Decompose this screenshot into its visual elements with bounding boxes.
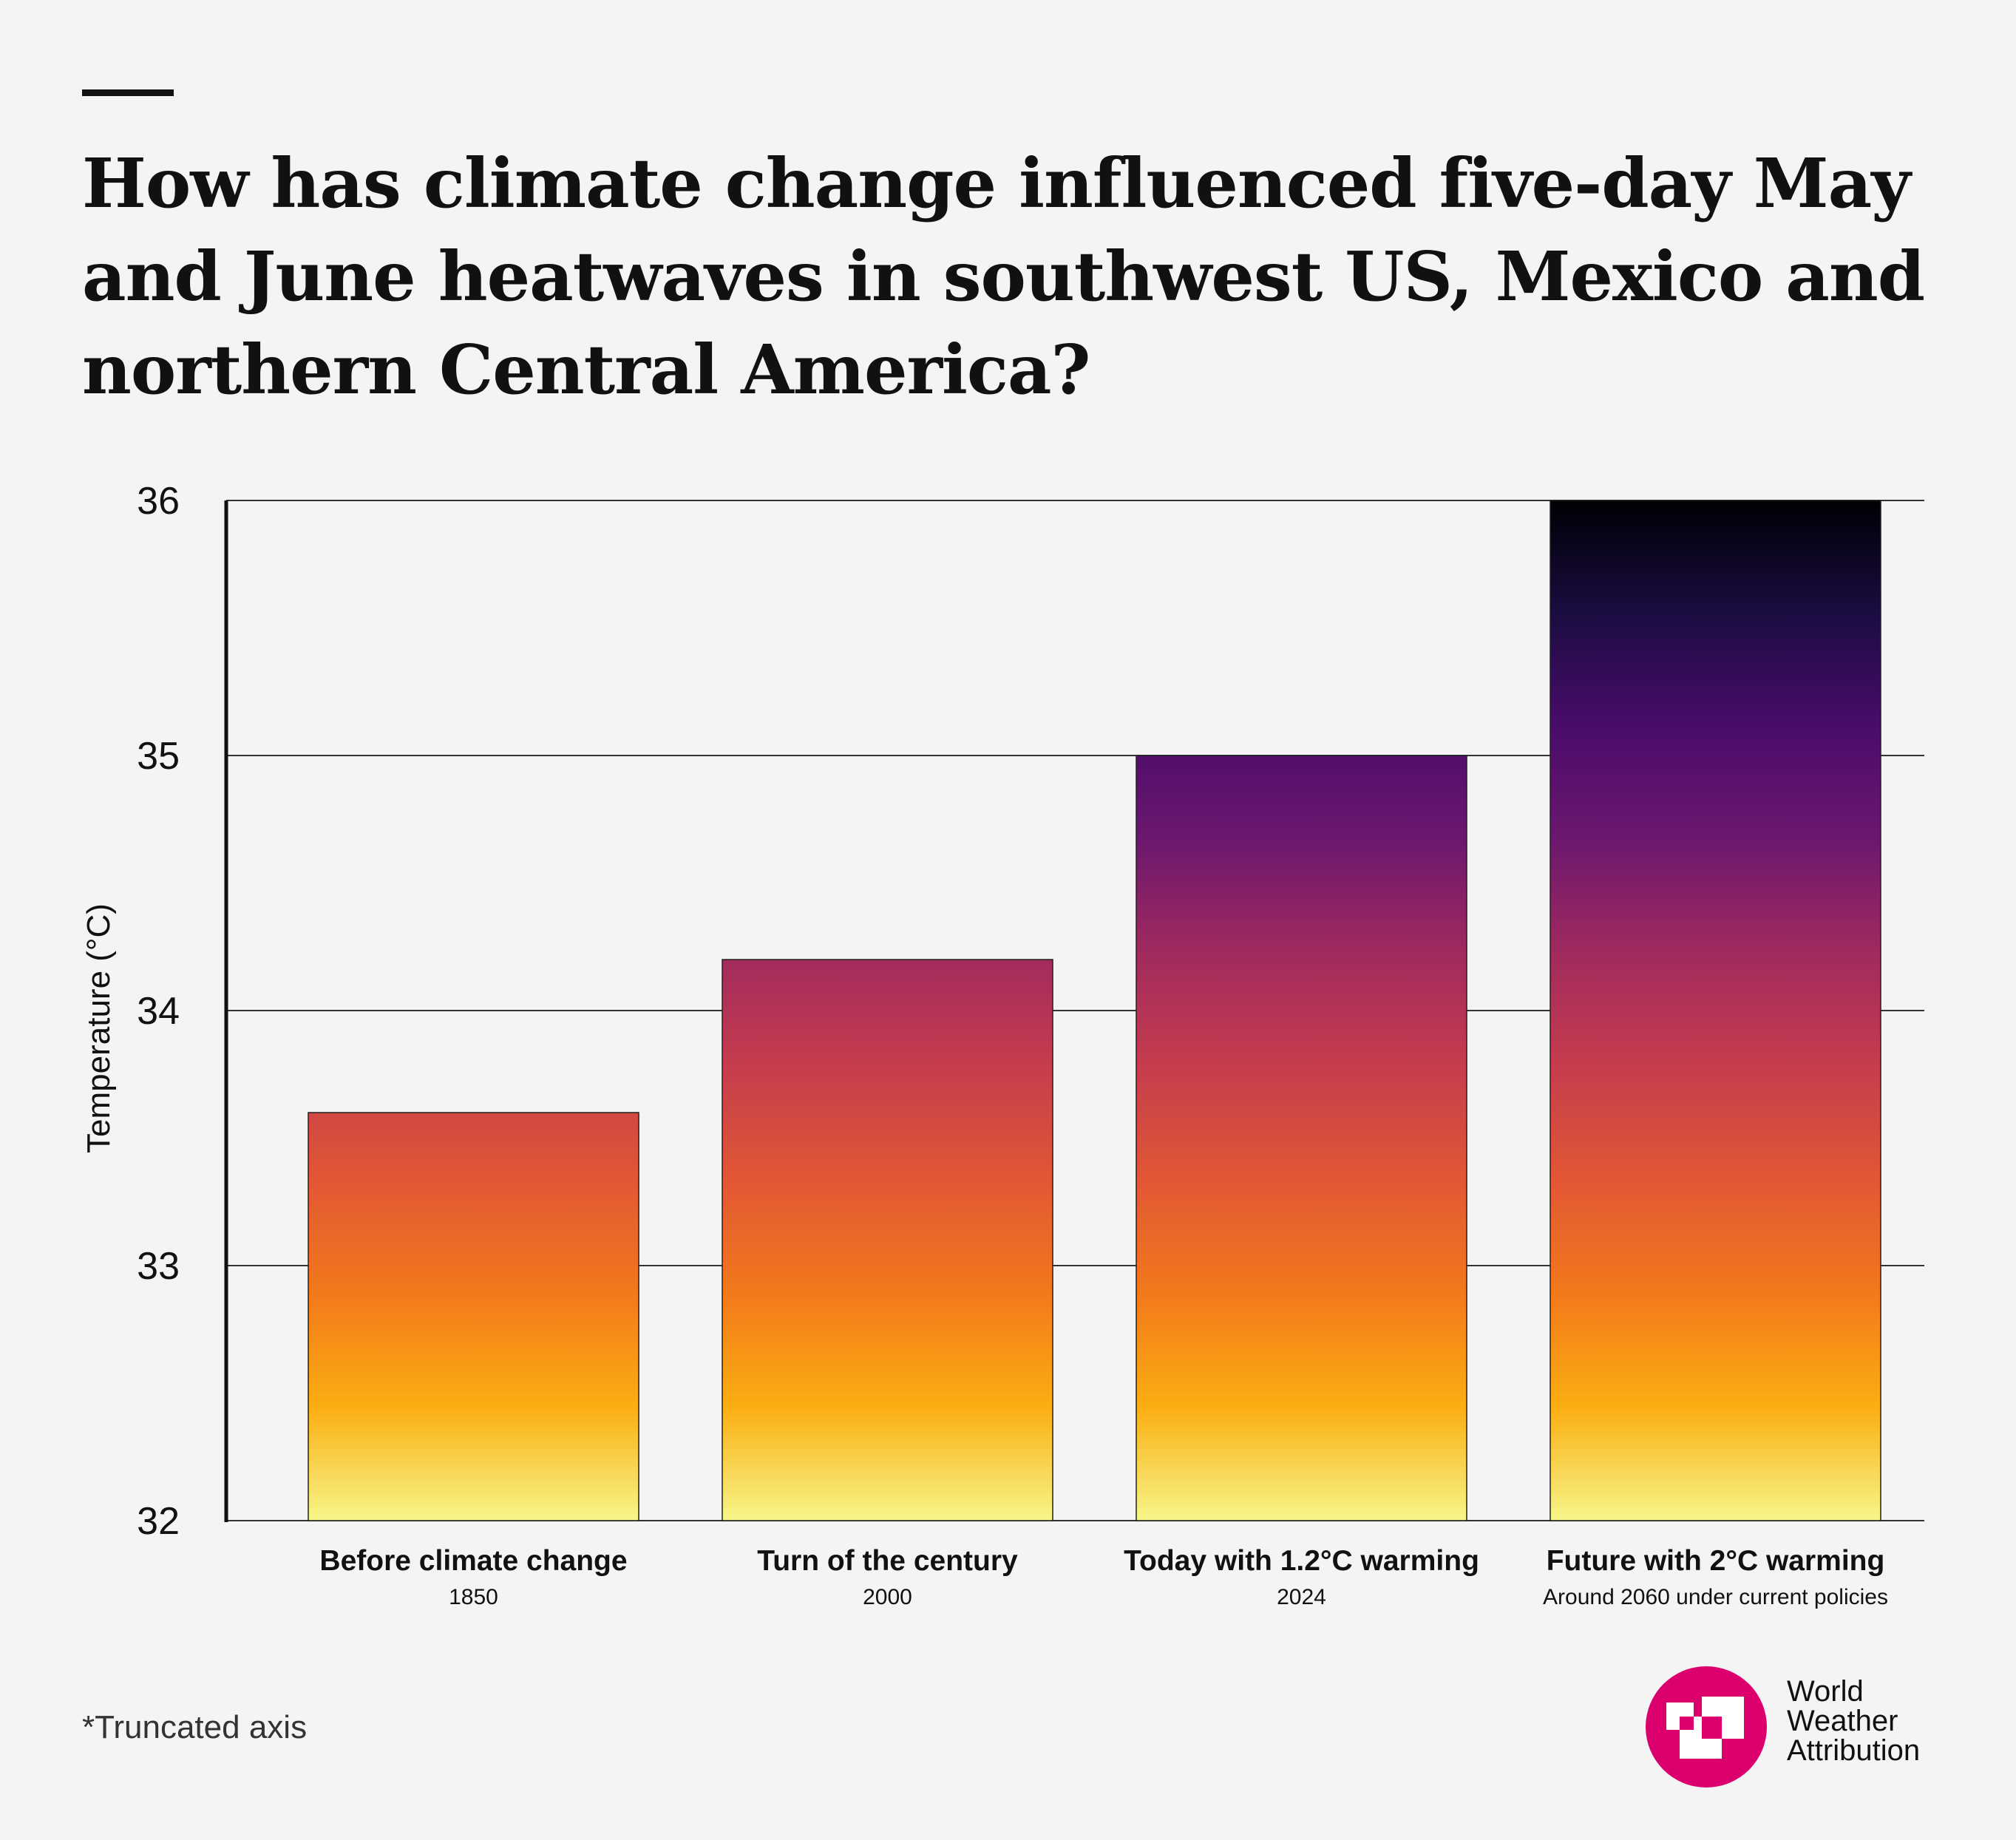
x-subcategory-label: Around 2060 under current policies [1543,1585,1888,1609]
bar [722,959,1053,1521]
x-subcategory-label: 2000 [863,1585,912,1609]
x-category-label: Before climate change [319,1545,627,1577]
bar [1550,500,1881,1521]
bar [1136,755,1467,1521]
bar-chart: 32 33 34 35 36 Before climate change 1850 Turn… [81,480,1924,1609]
x-subcategory-label: 2024 [1277,1585,1326,1609]
x-subcategory-label: 1850 [449,1585,498,1609]
y-tick-label: 32 [137,1500,180,1543]
x-category-label: Future with 2°C warming [1547,1545,1885,1577]
logo-wordmark: World Weather Attribution [1787,1675,1921,1767]
footnote: *Truncated axis [82,1709,308,1745]
y-tick-label: 35 [137,735,180,778]
y-axis-label: Temperature (°C) [81,903,117,1153]
y-tick-label: 34 [137,990,180,1033]
y-tick-label: 33 [137,1245,180,1288]
bar [308,1112,639,1521]
x-category-label: Today with 1.2°C warming [1124,1545,1479,1577]
wwa-logo-icon [1646,1666,1767,1788]
x-category-label: Turn of the century [757,1545,1018,1577]
title-accent-rule [82,89,174,96]
world-weather-attribution-logo: World Weather Attribution [1644,1665,1940,1790]
chart-title: How has climate change influenced five-d… [82,143,1925,410]
y-tick-label: 36 [137,480,180,523]
